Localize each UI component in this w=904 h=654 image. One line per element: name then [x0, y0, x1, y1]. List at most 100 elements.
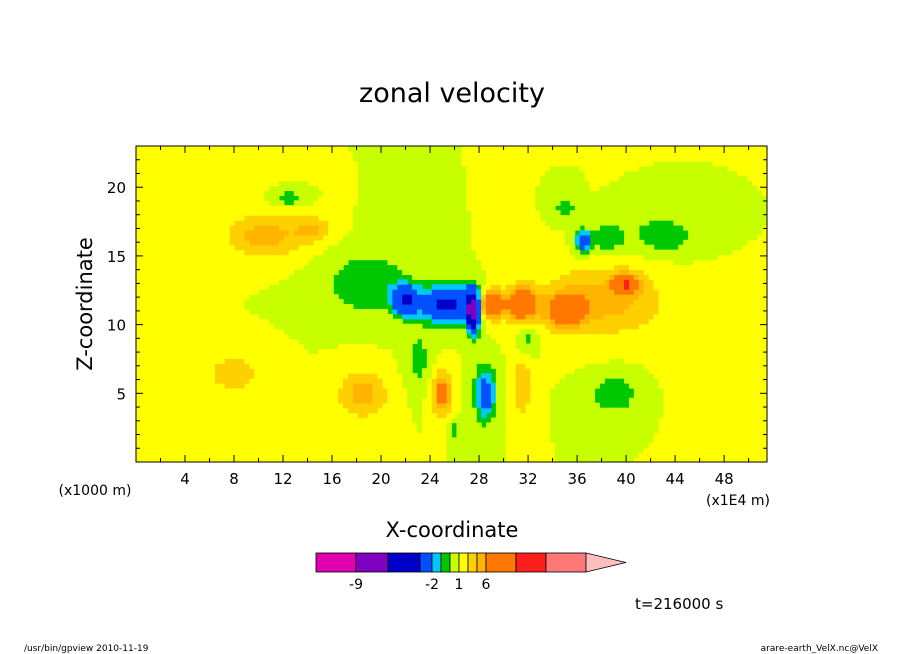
field-cell	[387, 215, 393, 221]
field-cell	[269, 279, 275, 285]
field-cell	[259, 284, 265, 290]
field-cell	[269, 397, 275, 404]
field-cell	[283, 412, 290, 419]
field-cell	[293, 383, 300, 389]
field-cell	[495, 239, 502, 246]
field-cell	[525, 210, 531, 216]
field-cell	[209, 294, 216, 300]
field-cell	[343, 422, 349, 429]
field-cell	[249, 229, 255, 236]
field-cell	[170, 437, 177, 443]
field-cell	[185, 264, 191, 271]
field-cell	[441, 328, 448, 335]
field-cell	[283, 427, 290, 433]
field-cell	[343, 387, 349, 394]
field-cell	[510, 427, 517, 433]
field-cell	[421, 368, 428, 374]
field-cell	[510, 304, 517, 310]
field-cell	[180, 338, 186, 345]
field-cell	[490, 200, 497, 206]
field-cell	[195, 259, 201, 266]
field-cell	[412, 323, 418, 330]
field-cell	[500, 195, 507, 201]
field-cell	[382, 328, 389, 335]
field-cell	[382, 244, 389, 251]
field-cell	[323, 259, 329, 266]
field-cell	[343, 402, 349, 409]
field-cell	[254, 383, 260, 389]
field-cell	[249, 348, 255, 354]
field-cell	[195, 343, 201, 350]
field-cell	[313, 442, 319, 448]
field-cell	[476, 254, 482, 261]
field-cell	[416, 333, 423, 340]
field-cell	[505, 195, 512, 201]
field-cell	[510, 284, 517, 290]
field-cell	[481, 264, 487, 271]
field-cell	[323, 150, 329, 157]
field-cell	[412, 175, 418, 182]
field-cell	[441, 348, 448, 354]
field-cell	[244, 294, 250, 300]
field-cell	[530, 402, 536, 409]
field-cell	[515, 338, 522, 345]
field-cell	[155, 175, 162, 182]
field-cell	[392, 437, 398, 443]
field-cell	[219, 358, 226, 364]
field-cell	[254, 373, 260, 379]
field-cell	[466, 417, 472, 424]
field-cell	[205, 343, 211, 350]
field-cell	[313, 383, 319, 389]
field-cell	[490, 249, 497, 256]
field-cell	[520, 313, 527, 320]
field-cell	[466, 180, 472, 187]
field-cell	[234, 259, 241, 266]
field-cell	[160, 180, 167, 187]
field-cell	[283, 417, 290, 424]
field-cell	[530, 323, 536, 330]
field-cell	[486, 150, 492, 157]
field-cell	[205, 452, 211, 458]
field-cell	[431, 180, 438, 187]
field-cell	[377, 234, 384, 241]
field-cell	[520, 452, 527, 458]
field-cell	[372, 254, 379, 261]
field-cell	[274, 190, 280, 196]
field-cell	[293, 289, 300, 295]
field-cell	[520, 294, 527, 300]
field-cell	[170, 284, 177, 290]
field-cell	[303, 452, 310, 458]
field-cell	[441, 269, 448, 275]
field-cell	[466, 299, 472, 305]
field-cell	[416, 412, 423, 419]
field-cell	[274, 318, 280, 325]
field-cell	[303, 215, 310, 221]
field-cell	[195, 353, 201, 359]
field-cell	[515, 299, 522, 305]
field-cell	[431, 155, 438, 162]
field-cell	[298, 442, 305, 448]
field-cell	[323, 333, 329, 340]
field-cell	[476, 279, 482, 285]
field-cell	[451, 373, 458, 379]
field-cell	[426, 155, 433, 162]
field-cell	[372, 422, 379, 429]
field-cell	[136, 304, 142, 310]
field-cell	[239, 373, 246, 379]
field-cell	[510, 323, 517, 330]
field-cell	[170, 190, 177, 196]
field-cell	[136, 160, 142, 167]
field-cell	[234, 392, 241, 399]
field-cell	[150, 422, 157, 429]
field-cell	[392, 397, 398, 404]
field-cell	[160, 165, 167, 172]
field-cell	[136, 392, 142, 399]
field-cell	[446, 205, 453, 211]
field-cell	[150, 392, 157, 399]
field-cell	[461, 225, 467, 231]
field-cell	[367, 373, 374, 379]
field-cell	[328, 175, 334, 182]
field-cell	[402, 343, 408, 350]
field-cell	[392, 417, 398, 424]
field-cell	[471, 452, 477, 458]
